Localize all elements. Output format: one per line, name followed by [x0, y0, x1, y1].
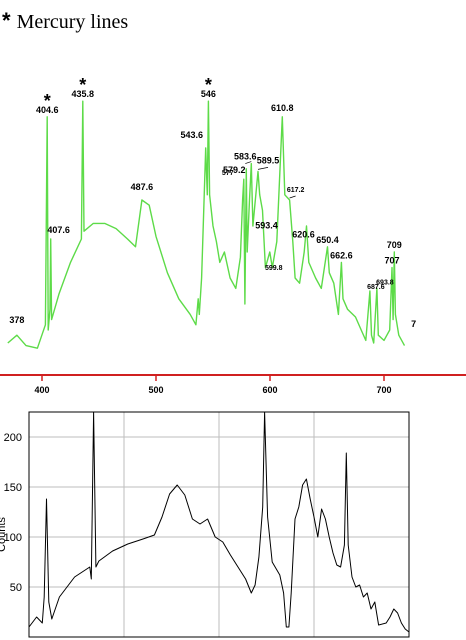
peak-label: 404.6 — [36, 105, 59, 115]
peak-label: 378 — [9, 315, 24, 325]
peak-label: 407.6 — [47, 225, 70, 235]
peak-label: 662.6 — [330, 250, 353, 260]
peak-label: 546 — [201, 89, 216, 99]
peak-label: 593.4 — [255, 220, 278, 230]
peak-label: 583.6 — [234, 152, 257, 162]
peak-label: 435.8 — [72, 89, 95, 99]
peak-label: 579.2 — [223, 165, 246, 175]
spectrum-chart: 400 500 600 700378404.6*407.6435.8*487.6543… — [0, 75, 466, 395]
mercury-star-marker: * — [2, 8, 11, 33]
peak-label: 7 — [411, 319, 416, 329]
peak-label: 707 — [384, 256, 399, 266]
title-text: Mercury lines — [16, 11, 129, 33]
peak-label: 599.8 — [265, 265, 283, 272]
mercury-marker: * — [79, 75, 86, 95]
peak-leader-line — [245, 161, 252, 164]
mercury-marker: * — [205, 75, 212, 95]
plot-frame — [28, 411, 410, 638]
peak-label: 543.6 — [180, 130, 203, 140]
peak-label: 577 — [222, 170, 234, 177]
peak-label: 617.2 — [287, 187, 305, 194]
counts-series-line — [28, 411, 410, 633]
chart-title: * Mercury lines — [2, 8, 128, 34]
y-axis-label: Counts — [0, 517, 8, 552]
y-tick-label: 100 — [4, 532, 22, 544]
x-tick-label: 700 — [376, 385, 391, 395]
y-tick-label: 200 — [4, 432, 22, 444]
x-tick-label: 600 — [262, 385, 277, 395]
peak-label: 487.6 — [131, 182, 154, 192]
mercury-marker: * — [44, 91, 51, 111]
peak-label: 610.8 — [271, 103, 294, 113]
peak-label: 687.6 — [367, 284, 385, 291]
x-tick-label: 400 — [34, 385, 49, 395]
x-tick-label: 500 — [148, 385, 163, 395]
y-tick-label: 50 — [10, 582, 22, 594]
peak-leader-line — [289, 195, 296, 199]
peak-label: 650.4 — [316, 235, 339, 245]
peak-label: 589.5 — [257, 155, 280, 165]
peak-leader-line — [257, 167, 269, 170]
peak-label: 693.8 — [376, 279, 394, 286]
peak-label: 620.6 — [292, 230, 315, 240]
peak-label: 709 — [387, 240, 402, 250]
spectrum-series-line — [7, 100, 406, 349]
y-tick-label: 150 — [4, 482, 22, 494]
